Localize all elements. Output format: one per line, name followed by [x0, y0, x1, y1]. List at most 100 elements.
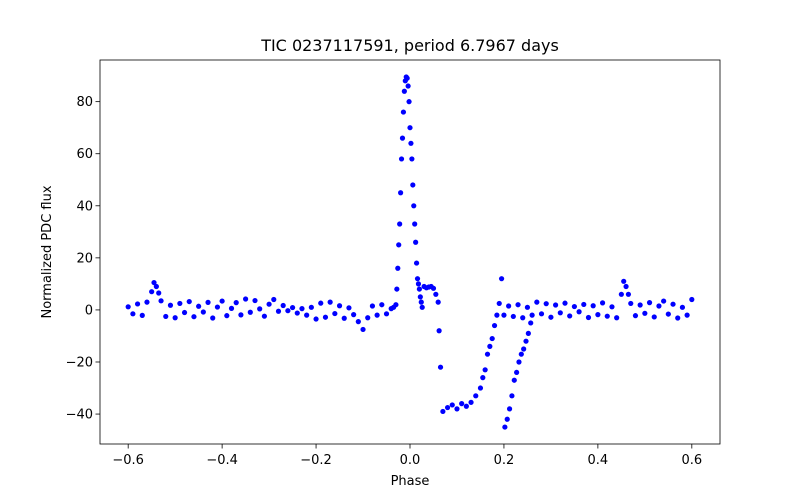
- data-point: [553, 302, 559, 308]
- data-point: [543, 301, 549, 307]
- data-point: [646, 300, 653, 306]
- data-point: [411, 203, 417, 209]
- data-point: [590, 303, 596, 309]
- data-point: [360, 326, 366, 333]
- data-point: [407, 125, 413, 131]
- data-point: [158, 298, 164, 304]
- data-point: [399, 135, 406, 141]
- data-point: [689, 296, 695, 303]
- data-point: [534, 299, 540, 305]
- data-point: [516, 359, 522, 365]
- data-point: [125, 304, 131, 310]
- data-point: [186, 298, 192, 305]
- data-point: [489, 335, 495, 342]
- data-point: [401, 88, 407, 94]
- data-point: [433, 291, 439, 297]
- data-points: [125, 74, 695, 430]
- data-point: [518, 351, 524, 357]
- data-point: [628, 300, 634, 307]
- data-point: [210, 315, 216, 321]
- data-point: [308, 304, 314, 310]
- data-point: [509, 393, 515, 399]
- data-point: [144, 299, 150, 305]
- y-tick-label: −20: [66, 355, 93, 370]
- data-point: [604, 313, 610, 319]
- data-point: [318, 300, 324, 306]
- data-point: [294, 310, 300, 316]
- data-point: [506, 303, 512, 309]
- data-point: [156, 290, 162, 296]
- data-point: [511, 377, 517, 383]
- data-point: [271, 296, 277, 303]
- data-point: [413, 239, 419, 245]
- data-point: [679, 304, 686, 310]
- data-point: [346, 305, 352, 311]
- data-point: [415, 281, 422, 287]
- chart-title: TIC 0237117591, period 6.7967 days: [260, 36, 559, 55]
- plot-area: [100, 60, 720, 444]
- x-axis-label: Phase: [391, 474, 430, 489]
- data-point: [398, 190, 404, 196]
- data-point: [351, 312, 357, 318]
- data-point: [651, 314, 657, 320]
- y-tick-label: 40: [76, 199, 93, 214]
- data-point: [435, 299, 441, 305]
- data-point: [684, 312, 690, 318]
- data-point: [247, 309, 253, 315]
- data-point: [595, 312, 601, 318]
- data-point: [562, 300, 568, 306]
- data-point: [529, 312, 535, 318]
- data-point: [621, 278, 627, 284]
- data-point: [468, 399, 474, 405]
- data-point: [408, 140, 414, 146]
- data-point: [405, 83, 411, 89]
- data-point: [139, 312, 145, 318]
- data-point: [416, 286, 422, 292]
- data-point: [430, 285, 437, 291]
- data-point: [394, 286, 400, 292]
- data-point: [266, 301, 272, 307]
- data-point: [261, 313, 267, 319]
- data-point: [228, 305, 235, 311]
- data-point: [414, 276, 421, 282]
- data-point: [484, 351, 491, 357]
- data-point: [506, 406, 513, 412]
- data-point: [322, 314, 329, 320]
- data-point: [585, 314, 592, 321]
- data-point: [480, 375, 486, 381]
- data-point: [501, 312, 507, 318]
- y-axis-label: Normalized PDC flux: [40, 185, 55, 318]
- data-point: [172, 315, 178, 321]
- data-point: [410, 182, 416, 188]
- data-point: [151, 279, 157, 286]
- data-point: [177, 300, 183, 307]
- y-tick-label: 60: [76, 147, 93, 162]
- data-point: [219, 298, 225, 304]
- data-point: [487, 343, 493, 349]
- data-point: [449, 402, 455, 408]
- data-point: [130, 311, 136, 317]
- data-point: [477, 385, 484, 391]
- y-tick-label: −40: [66, 408, 93, 423]
- data-point: [571, 303, 577, 310]
- data-point: [304, 312, 310, 318]
- data-point: [153, 283, 159, 290]
- data-point: [285, 308, 291, 314]
- data-point: [614, 315, 620, 321]
- data-point: [538, 311, 545, 317]
- data-point: [576, 309, 582, 315]
- data-point: [214, 304, 221, 310]
- data-point: [379, 302, 385, 308]
- data-point: [313, 316, 319, 322]
- y-tick-label: 20: [76, 251, 93, 266]
- data-point: [440, 408, 446, 415]
- data-point: [548, 314, 554, 320]
- data-point: [498, 276, 505, 282]
- data-point: [675, 315, 681, 321]
- y-tick-label: 0: [85, 303, 93, 318]
- x-tick-label: −0.6: [112, 453, 144, 468]
- data-point: [374, 312, 380, 318]
- data-point: [637, 302, 643, 308]
- data-point: [167, 302, 174, 308]
